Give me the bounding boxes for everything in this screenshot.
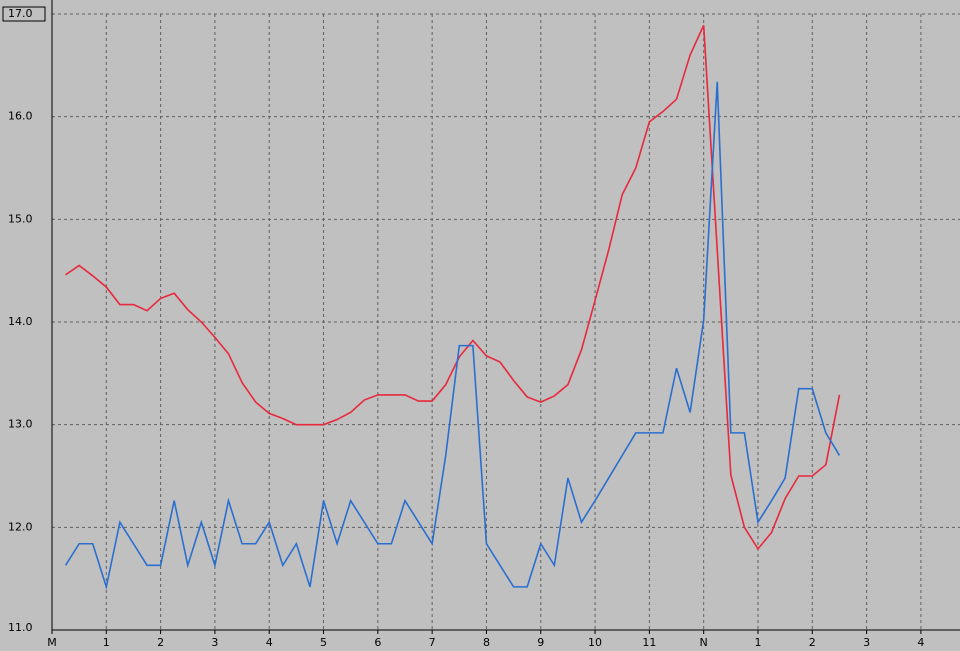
x-tick-label: 7 (429, 636, 436, 649)
y-tick-label: 14.0 (8, 315, 33, 328)
y-tick-label: 15.0 (8, 212, 33, 225)
x-tick-label: 1 (103, 636, 110, 649)
y-tick-label: 12.0 (8, 520, 33, 533)
x-tick-label: 9 (537, 636, 544, 649)
x-tick-label: 2 (809, 636, 816, 649)
x-tick-label: 6 (374, 636, 381, 649)
x-tick-label: N (700, 636, 708, 649)
x-tick-label: 2 (157, 636, 164, 649)
y-tick-label: 11.0 (8, 621, 33, 634)
label-box (2, 6, 46, 22)
x-tick-label: 1 (754, 636, 761, 649)
x-tick-label: 10 (588, 636, 602, 649)
y-tick-label: 13.0 (8, 418, 33, 431)
x-tick-label: 3 (863, 636, 870, 649)
x-tick-label: 4 (266, 636, 273, 649)
x-tick-label: 8 (483, 636, 490, 649)
y-tick-label: 17.0 (8, 7, 33, 20)
x-tick-label: 3 (211, 636, 218, 649)
x-tick-label: M (47, 636, 57, 649)
x-tick-label: 5 (320, 636, 327, 649)
x-tick-label: 4 (917, 636, 924, 649)
x-tick-label: 11 (642, 636, 656, 649)
y-tick-label: 16.0 (8, 110, 33, 123)
data-line (65, 24, 841, 551)
data-line (64, 81, 841, 591)
